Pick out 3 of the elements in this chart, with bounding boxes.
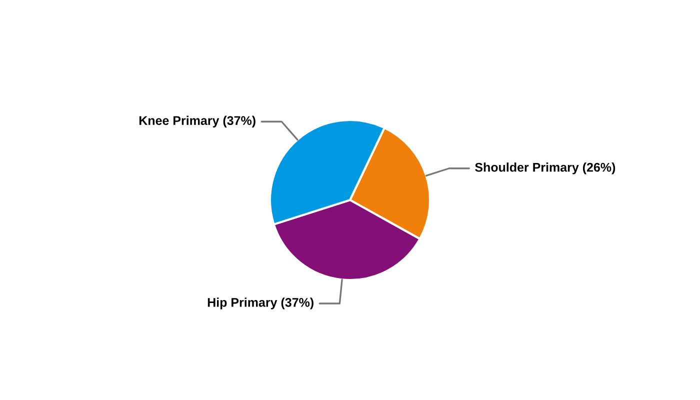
slice-label: Knee Primary (37%) bbox=[139, 116, 256, 128]
slice-label: Hip Primary (37%) bbox=[208, 298, 314, 310]
slice-label: Shoulder Primary (26%) bbox=[475, 162, 616, 174]
